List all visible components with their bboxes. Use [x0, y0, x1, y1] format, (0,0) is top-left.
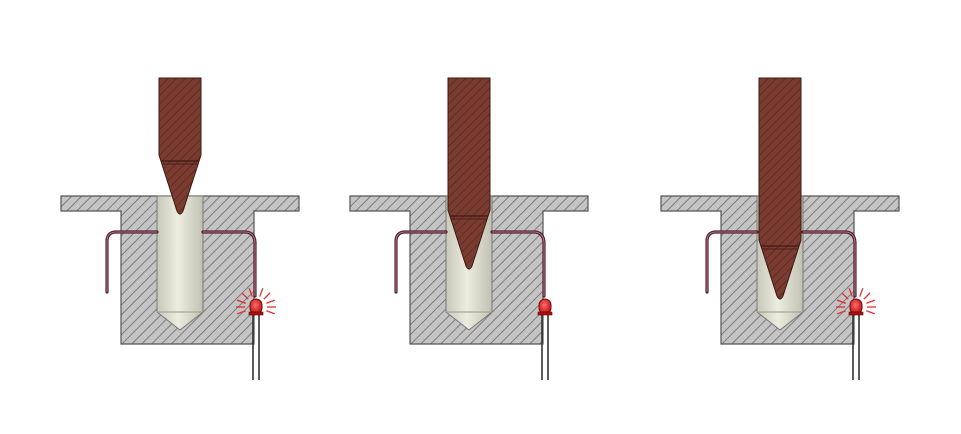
sensor-wire-right-highlight — [803, 231, 856, 296]
led-ray — [236, 310, 246, 315]
panel-2 — [349, 77, 589, 380]
probe — [158, 77, 202, 215]
led-rim — [537, 311, 553, 316]
led-ray — [866, 299, 876, 304]
sensor-wire-left-highlight — [106, 231, 157, 292]
led-indicator — [236, 287, 276, 380]
panel-1 — [60, 77, 300, 380]
led-ray — [859, 287, 864, 297]
led-ray — [841, 292, 849, 300]
led-rim — [848, 311, 864, 316]
bore — [156, 195, 204, 331]
led-ray — [236, 299, 246, 304]
led-ray — [241, 292, 249, 300]
led-ray — [866, 310, 876, 315]
probe — [758, 77, 802, 300]
led-ray — [848, 287, 853, 297]
led-indicator — [537, 298, 553, 380]
sensor-wire-left-highlight — [706, 231, 757, 292]
probe — [447, 77, 491, 270]
led-ray — [248, 287, 253, 297]
panel-3 — [660, 77, 900, 380]
sensor-wire-right-highlight — [492, 231, 545, 296]
led-ray — [836, 310, 846, 315]
sensor-wire-right-highlight — [203, 231, 256, 296]
led-ray — [836, 299, 846, 304]
led-ray — [259, 287, 264, 297]
led-glow-rays — [236, 287, 276, 315]
led-rim — [248, 311, 264, 316]
led-glow-rays — [836, 287, 876, 315]
led-ray — [863, 292, 871, 300]
led-ray — [263, 292, 271, 300]
led-ray — [266, 299, 276, 304]
led-indicator — [836, 287, 876, 380]
sensor-wire-left-highlight — [395, 231, 446, 292]
led-ray — [266, 310, 276, 315]
